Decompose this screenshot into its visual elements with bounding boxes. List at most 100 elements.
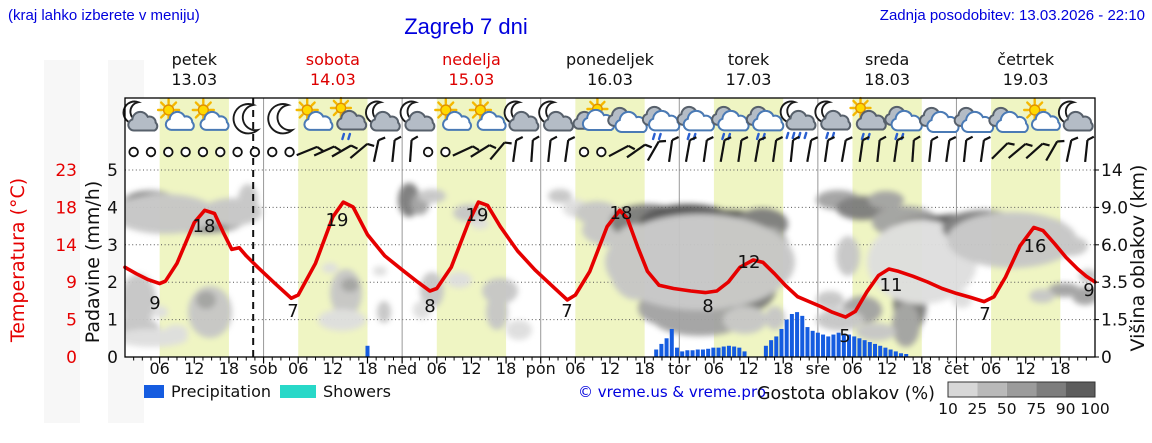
wind-barb-icon <box>771 135 784 163</box>
cloud-height-tick-label: 14 <box>1101 161 1123 181</box>
sun-cloud-icon <box>191 98 230 131</box>
wind-barb-icon <box>408 135 419 163</box>
x-hour-label: 12 <box>184 359 204 378</box>
wind-barb-icon <box>372 136 386 162</box>
cloud-height-axis-label: Višina oblakov (km) <box>1127 165 1149 352</box>
precip-tick-label: 1 <box>107 311 118 331</box>
x-hour-label: 06 <box>427 359 447 378</box>
temperature-curve <box>123 200 1097 319</box>
wind-barb-icon <box>1025 142 1050 160</box>
wind-barb-icon <box>928 135 939 163</box>
sun-cloud-rain-icon <box>329 96 368 141</box>
moon-cloud-rain4-icon <box>779 100 817 140</box>
cloud-density-label: Gostota oblakov (%) <box>757 384 935 404</box>
clouds-icon <box>953 106 995 133</box>
precipitation-bars <box>365 312 909 357</box>
calm-wind-icon <box>232 146 243 158</box>
temp-label: 16 <box>1024 236 1047 257</box>
x-hour-label: 18 <box>634 359 654 378</box>
x-hour-label: 18 <box>219 359 239 378</box>
temp-label: 7 <box>979 304 990 325</box>
calm-wind-icon <box>145 146 157 158</box>
wind-barb-icon <box>608 144 636 158</box>
temp-label: 12 <box>738 252 761 273</box>
x-hour-label: 12 <box>323 359 343 378</box>
sun-cloud-icon <box>295 98 334 131</box>
cloud-sun-icon <box>572 97 616 131</box>
moon-cloud-icon <box>122 100 159 132</box>
cloud-rain-icon <box>641 105 681 141</box>
x-day-label: pon <box>526 359 556 378</box>
menu-hint: (kraj lahko izberete v meniju) <box>8 7 200 24</box>
x-hour-label: 06 <box>704 359 724 378</box>
wind-barb-icon <box>470 144 497 158</box>
wind-barb-icon <box>840 136 853 163</box>
precip-axis-label: Padavine (mm/h) <box>82 181 104 344</box>
scale-label: 50 <box>997 400 1017 418</box>
cloud-height-tick-label: 0 <box>1101 348 1112 368</box>
moon-cloud-icon <box>365 100 401 132</box>
wind-barb-icon <box>391 135 402 163</box>
temp-tick-label: 9 <box>66 273 77 293</box>
wind-barb-icon <box>564 135 576 163</box>
x-hour-label: 18 <box>496 359 516 378</box>
moon-cloud-icon <box>503 100 540 132</box>
temp-tick-label: 0 <box>66 348 77 368</box>
wind-barb-icon <box>789 135 800 163</box>
temperature-value-labels: 9 18 7 19 8 19 7 18 8 12 5 11 7 16 9 <box>149 203 1094 347</box>
x-hour-label: 12 <box>877 359 897 378</box>
wind-barb-icon <box>1045 139 1065 162</box>
cloud-rain-icon <box>676 105 715 141</box>
temp-label: 9 <box>1083 280 1094 301</box>
wind-barb-icon <box>858 135 870 163</box>
wind-barb-icon <box>806 136 819 163</box>
temp-label: 9 <box>149 293 160 314</box>
legend-precipitation-label: Precipitation <box>171 382 271 401</box>
temp-label: 18 <box>610 203 633 224</box>
cloud-height-tick-label: 6.0 <box>1101 236 1128 256</box>
sun-cloud-icon <box>434 98 472 131</box>
day-header-ponedeljek: ponedeljek 16.03 <box>566 50 654 89</box>
precip-tick-label: 2 <box>107 273 118 293</box>
sun-cloud-icon <box>1023 98 1061 131</box>
wind-barb-icon <box>991 142 1015 160</box>
cloud-height-tick-label: 3.5 <box>1101 273 1128 293</box>
wind-barb-icon <box>893 135 905 163</box>
page-title: Zagreb 7 dni <box>404 14 528 39</box>
calm-wind-icon <box>128 146 139 158</box>
day-header-četrtek: četrtek 19.03 <box>997 50 1055 89</box>
day-header-petek: petek 13.03 <box>171 50 218 89</box>
cloud-rain-icon <box>884 105 923 141</box>
wind-barb-icon <box>962 135 974 163</box>
copyright-link[interactable]: © vreme.us & vreme.pro <box>578 383 766 401</box>
x-hour-label: 06 <box>981 359 1001 378</box>
x-hour-label: 12 <box>738 359 758 378</box>
calm-wind-icon <box>284 146 295 158</box>
x-axis-ticks <box>133 357 1087 364</box>
x-hour-label: 18 <box>912 359 932 378</box>
precip-tick-label: 3 <box>107 236 118 256</box>
sun-cloud-icon <box>156 98 195 131</box>
wind-barb-icon <box>646 139 667 162</box>
temp-tick-label: 5 <box>66 311 77 331</box>
legend-showers-label: Showers <box>323 382 391 401</box>
wind-barb-icon <box>452 145 480 157</box>
moon-cloud-icon <box>1057 100 1094 132</box>
scale-label: 75 <box>1026 400 1046 418</box>
calm-wind-icon <box>578 146 590 158</box>
wind-barb-icon <box>876 135 887 163</box>
temp-axis-label: Temperatura (°C) <box>7 178 29 343</box>
wind-barb-icon <box>667 135 680 163</box>
x-hour-label: 06 <box>149 359 169 378</box>
x-hour-label: 18 <box>1050 359 1070 378</box>
x-hour-label: 18 <box>357 359 377 378</box>
wind-barb-icon <box>296 145 324 157</box>
legend-showers-swatch <box>280 385 316 398</box>
wind-barb-icon <box>684 136 697 163</box>
moon-cloud-icon <box>538 100 574 132</box>
scale-label: 10 <box>938 400 958 418</box>
moon-cloud-icon <box>399 100 436 132</box>
precip-tick-label: 5 <box>107 161 118 181</box>
temp-tick-label: 14 <box>55 236 77 256</box>
